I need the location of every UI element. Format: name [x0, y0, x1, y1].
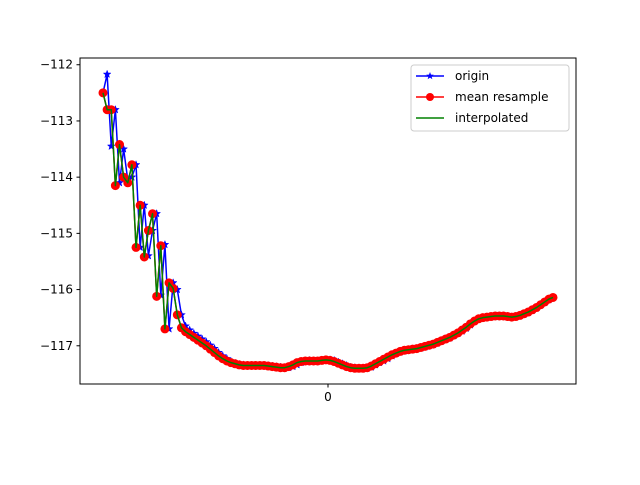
legend-marker	[426, 93, 434, 101]
legend-entry-origin: origin	[416, 69, 489, 83]
legend-label: interpolated	[455, 111, 528, 125]
axis-layer: −112 −113 −114 −115 −116 −117 0	[40, 58, 332, 404]
legend-marker	[426, 72, 434, 80]
y-tick-label: −114	[40, 170, 73, 184]
legend: origin mean resample interpolated	[410, 64, 570, 132]
data-point	[106, 141, 116, 151]
y-tick-label: −117	[40, 339, 73, 353]
legend-box	[410, 64, 570, 132]
legend-label: mean resample	[455, 90, 549, 104]
legend-label: origin	[455, 69, 489, 83]
legend-entry-mean_resample: mean resample	[416, 90, 549, 104]
data-point	[102, 69, 112, 79]
series-interpolated	[102, 92, 554, 370]
series-layer	[98, 69, 558, 373]
y-tick-label: −116	[40, 283, 73, 297]
y-tick-label: −113	[40, 114, 73, 128]
legend-entries: origin mean resample interpolated	[416, 69, 549, 125]
y-tick-label: −112	[40, 58, 73, 72]
series-line-interpolated	[102, 92, 554, 370]
y-tick-label: −115	[40, 226, 73, 240]
data-point	[98, 88, 108, 98]
x-tick-label: 0	[324, 390, 332, 404]
series-line-mean_resample	[102, 92, 554, 370]
legend-entry-interpolated: interpolated	[416, 111, 528, 125]
